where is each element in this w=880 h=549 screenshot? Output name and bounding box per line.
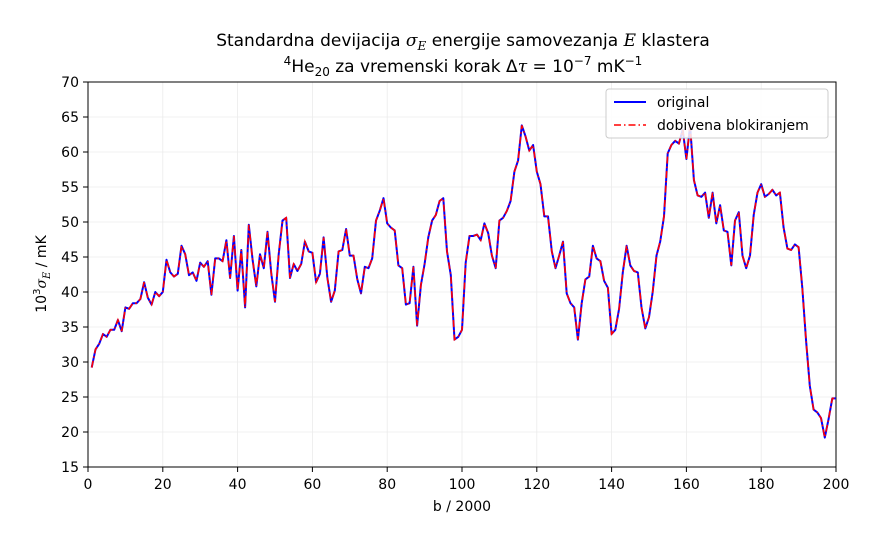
legend-label-dobivena-blokiranjem: dobivena blokiranjem: [657, 118, 809, 134]
x-tick-label: 40: [229, 477, 247, 493]
grid: [87, 81, 837, 468]
y-tick-label: 45: [61, 250, 79, 266]
x-tick-label: 80: [378, 477, 396, 493]
legend-box: [605, 88, 829, 139]
x-tick-label: 140: [598, 477, 625, 493]
y-tick-label: 15: [61, 460, 79, 476]
x-tick-label: 200: [823, 477, 850, 493]
y-tick-label: 20: [61, 425, 79, 441]
x-tick-label: 180: [748, 477, 775, 493]
chart-title-line2: 4He20 za vremenski korak Δτ = 10−7 mK−1: [284, 54, 643, 79]
y-tick-label: 50: [61, 215, 79, 231]
y-tick-label: 55: [61, 180, 79, 196]
x-tick-label: 20: [154, 477, 172, 493]
x-axis: 0 20 40 60 80 100 120 140 160 180 200: [84, 467, 850, 493]
y-axis: 15 20 25 30 35 40 45 50 55 60 65 70: [61, 75, 88, 476]
chart-title-line1: Standardna devijacija σE energije samove…: [216, 31, 710, 53]
series-line-original: [90, 124, 836, 439]
x-tick-label: 120: [523, 477, 550, 493]
legend: original dobivena blokiranjem: [605, 88, 829, 139]
series-line-dobivena-blokiranjem: [90, 125, 836, 438]
y-tick-label: 25: [61, 390, 79, 406]
y-tick-label: 65: [61, 110, 79, 126]
y-tick-label: 60: [61, 145, 79, 161]
y-tick-label: 40: [61, 285, 79, 301]
y-tick-label: 70: [61, 75, 79, 91]
x-tick-label: 0: [84, 477, 93, 493]
y-axis-label: 103σE / mK: [32, 234, 53, 312]
x-tick-label: 60: [303, 477, 321, 493]
legend-label-original: original: [657, 95, 709, 111]
x-tick-label: 100: [449, 477, 476, 493]
x-tick-label: 160: [673, 477, 700, 493]
y-tick-label: 30: [61, 355, 79, 371]
y-tick-label: 35: [61, 320, 79, 336]
x-axis-label: b / 2000: [433, 499, 491, 515]
